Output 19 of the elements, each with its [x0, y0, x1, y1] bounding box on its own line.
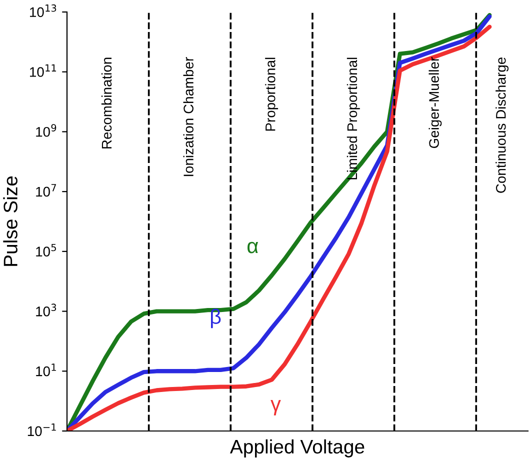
y-tick-label: 10$^{−1}$	[28, 424, 56, 436]
y-tick-label: 10$^{3}$	[36, 304, 56, 316]
annotation: Continuous Discharge	[496, 58, 509, 193]
y-tick-label: 10$^{7}$	[36, 184, 56, 197]
series-label: α	[248, 242, 258, 254]
annotation: Proportional	[265, 58, 278, 131]
annotation: Recombination	[101, 58, 112, 148]
x-axis-title: Applied Voltage	[230, 439, 364, 458]
annotation: Geiger-Mueller	[428, 57, 442, 148]
y-tick-label: 10$^{9}$	[36, 124, 56, 137]
y-axis-title: Pulse Size	[3, 176, 18, 266]
annotation: Ionization Chamber	[183, 57, 194, 176]
y-tick-label: 10$^{11}$	[30, 64, 56, 77]
y-tick-label: 10$^{5}$	[36, 244, 56, 257]
y-tick-label: 10$^{1}$	[36, 364, 56, 376]
annotation: Limited Proportional	[346, 58, 360, 180]
series-label: γ	[270, 400, 281, 416]
y-tick-label: 10$^{13}$	[30, 4, 56, 18]
series-label: β	[211, 308, 221, 328]
